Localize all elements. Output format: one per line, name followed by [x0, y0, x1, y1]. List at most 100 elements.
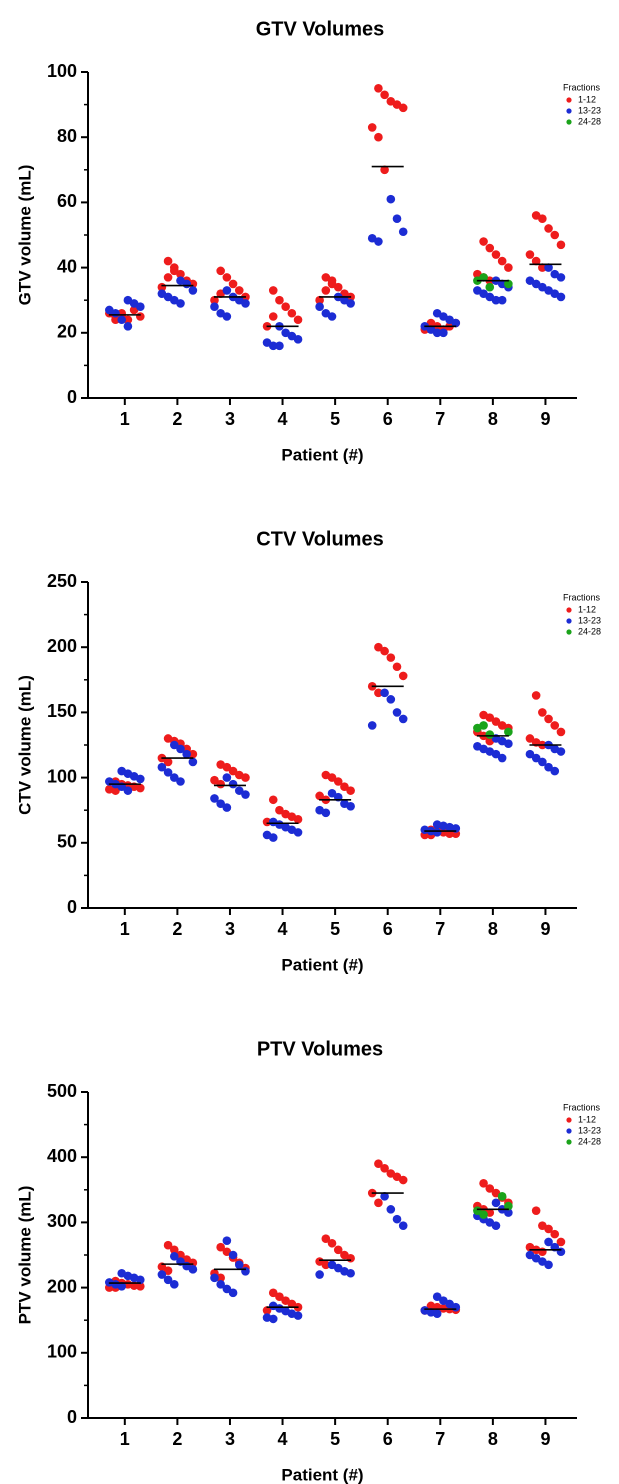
data-point	[262, 817, 272, 827]
data-point	[538, 263, 547, 272]
legend-marker	[566, 1128, 572, 1134]
data-point	[367, 721, 377, 730]
x-tick-label: 5	[330, 1429, 340, 1449]
data-point	[491, 717, 501, 726]
data-point	[544, 1260, 553, 1270]
data-point	[398, 1221, 408, 1230]
data-point	[544, 762, 553, 772]
data-point	[479, 273, 488, 282]
data-point	[157, 762, 167, 772]
legend-label: 24-28	[578, 626, 601, 636]
y-tick-label: 250	[47, 571, 77, 591]
data-point	[268, 1314, 278, 1324]
y-tick-label: 60	[57, 191, 77, 211]
data-point	[216, 1242, 225, 1252]
y-tick-label: 80	[57, 126, 77, 146]
data-point	[315, 1270, 324, 1279]
data-point	[327, 312, 337, 321]
data-point	[497, 1192, 507, 1201]
data-point	[374, 237, 383, 246]
data-point	[432, 1309, 442, 1318]
data-point	[538, 1247, 547, 1257]
legend-marker	[566, 1117, 572, 1123]
data-point	[136, 312, 145, 321]
data-point	[392, 1214, 402, 1224]
data-point	[157, 1270, 167, 1279]
y-axis-label: PTV volume (mL)	[15, 1186, 34, 1325]
data-point	[327, 788, 337, 798]
legend-marker	[566, 1139, 572, 1145]
data-point	[169, 740, 179, 750]
data-point	[228, 279, 238, 289]
data-point	[268, 1288, 278, 1298]
data-point	[163, 1275, 173, 1285]
data-point	[111, 786, 120, 795]
data-point	[556, 292, 566, 302]
data-point	[210, 1273, 219, 1283]
data-point	[386, 695, 396, 704]
data-point	[136, 302, 145, 312]
legend-marker	[566, 108, 572, 114]
legend-marker	[566, 618, 572, 624]
data-point	[176, 777, 185, 786]
data-point	[241, 299, 250, 308]
data-point	[136, 1281, 145, 1291]
x-tick-label: 3	[225, 919, 235, 939]
data-point	[398, 671, 408, 681]
data-point	[228, 766, 238, 776]
legend-marker	[566, 119, 572, 125]
data-point	[504, 263, 513, 272]
data-point	[392, 708, 402, 717]
data-point	[479, 237, 488, 246]
data-point	[268, 312, 278, 321]
data-point	[327, 279, 337, 289]
data-point	[169, 266, 179, 276]
data-point	[398, 227, 408, 237]
data-point	[432, 828, 442, 837]
y-tick-label: 300	[47, 1211, 77, 1231]
data-point	[497, 753, 507, 763]
data-point	[544, 224, 553, 233]
x-tick-label: 1	[120, 1429, 130, 1449]
data-point	[432, 1292, 442, 1302]
y-tick-label: 100	[47, 766, 77, 786]
data-point	[281, 302, 290, 312]
data-point	[210, 302, 219, 312]
panel: CTV Volumes CTV volume (mL) Patient (#) 0 50…	[15, 528, 601, 974]
data-point	[136, 1275, 145, 1285]
data-point	[346, 1253, 355, 1263]
data-point	[479, 721, 488, 730]
data-point	[315, 295, 324, 305]
data-point	[123, 321, 133, 331]
data-point	[275, 1292, 284, 1302]
data-point	[346, 801, 355, 811]
data-point	[315, 791, 324, 801]
data-point	[188, 1265, 198, 1274]
data-point	[176, 744, 185, 754]
x-tick-label: 1	[120, 409, 130, 429]
data-point	[241, 790, 250, 799]
legend-label: 24-28	[578, 116, 601, 126]
data-point	[531, 256, 541, 266]
legend-title: Fractions	[563, 592, 601, 602]
data-point	[222, 1236, 232, 1245]
data-point	[485, 243, 495, 253]
data-point	[163, 1240, 173, 1250]
data-point	[333, 777, 343, 786]
x-tick-label: 7	[435, 919, 445, 939]
x-tick-label: 5	[330, 919, 340, 939]
y-tick-label: 20	[57, 322, 77, 342]
legend-label: 24-28	[578, 1136, 601, 1146]
data-point	[550, 230, 560, 240]
data-point	[386, 1205, 396, 1214]
data-point	[473, 1206, 482, 1215]
data-point	[531, 1206, 541, 1215]
x-tick-label: 6	[383, 1429, 393, 1449]
data-point	[210, 794, 219, 803]
x-tick-label: 9	[540, 409, 550, 429]
data-point	[123, 786, 133, 795]
x-tick-label: 3	[225, 409, 235, 429]
data-point	[188, 757, 198, 767]
legend-marker	[566, 97, 572, 103]
